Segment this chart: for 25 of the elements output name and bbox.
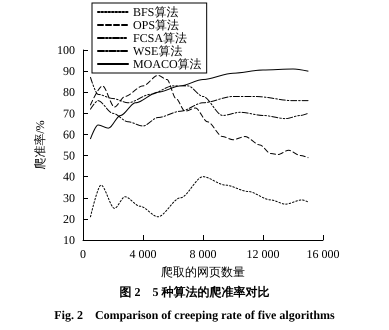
y-tick-label: 80	[63, 85, 75, 100]
y-tick-label: 50	[63, 148, 75, 163]
text: 图 2 5 种算法的爬准率对比	[120, 285, 270, 299]
y-tick-label: 100	[57, 43, 75, 57]
y-tick-label: 60	[63, 127, 75, 142]
text: Fig. 2 Comparison of creeping rate of five algorithms	[54, 308, 336, 322]
x-axis-title: 爬取的网页数量	[161, 265, 245, 279]
x-tick-label: 16 000	[306, 247, 340, 261]
legend-label: BFS算法	[133, 5, 178, 19]
y-axis-title: 爬准率/%	[33, 120, 48, 170]
x-tick-label: 12 000	[246, 247, 280, 261]
x-tick-label: 0	[80, 247, 86, 261]
legend-label: FCSA算法	[133, 31, 188, 45]
legend-label: WSE算法	[133, 44, 182, 58]
y-tick-label: 10	[63, 233, 75, 247]
line-series	[90, 176, 308, 218]
y-tick-label: 30	[63, 190, 75, 205]
x-tick-label: 8 000	[190, 247, 216, 261]
y-tick-label: 70	[63, 106, 75, 120]
y-tick-label: 20	[63, 212, 75, 226]
x-tick-label: 4 000	[130, 247, 156, 261]
y-tick-label: 40	[63, 170, 75, 184]
legend-label: MOACO算法	[133, 57, 202, 71]
y-tick-label: 90	[63, 64, 75, 78]
legend-label: OPS算法	[133, 18, 180, 32]
